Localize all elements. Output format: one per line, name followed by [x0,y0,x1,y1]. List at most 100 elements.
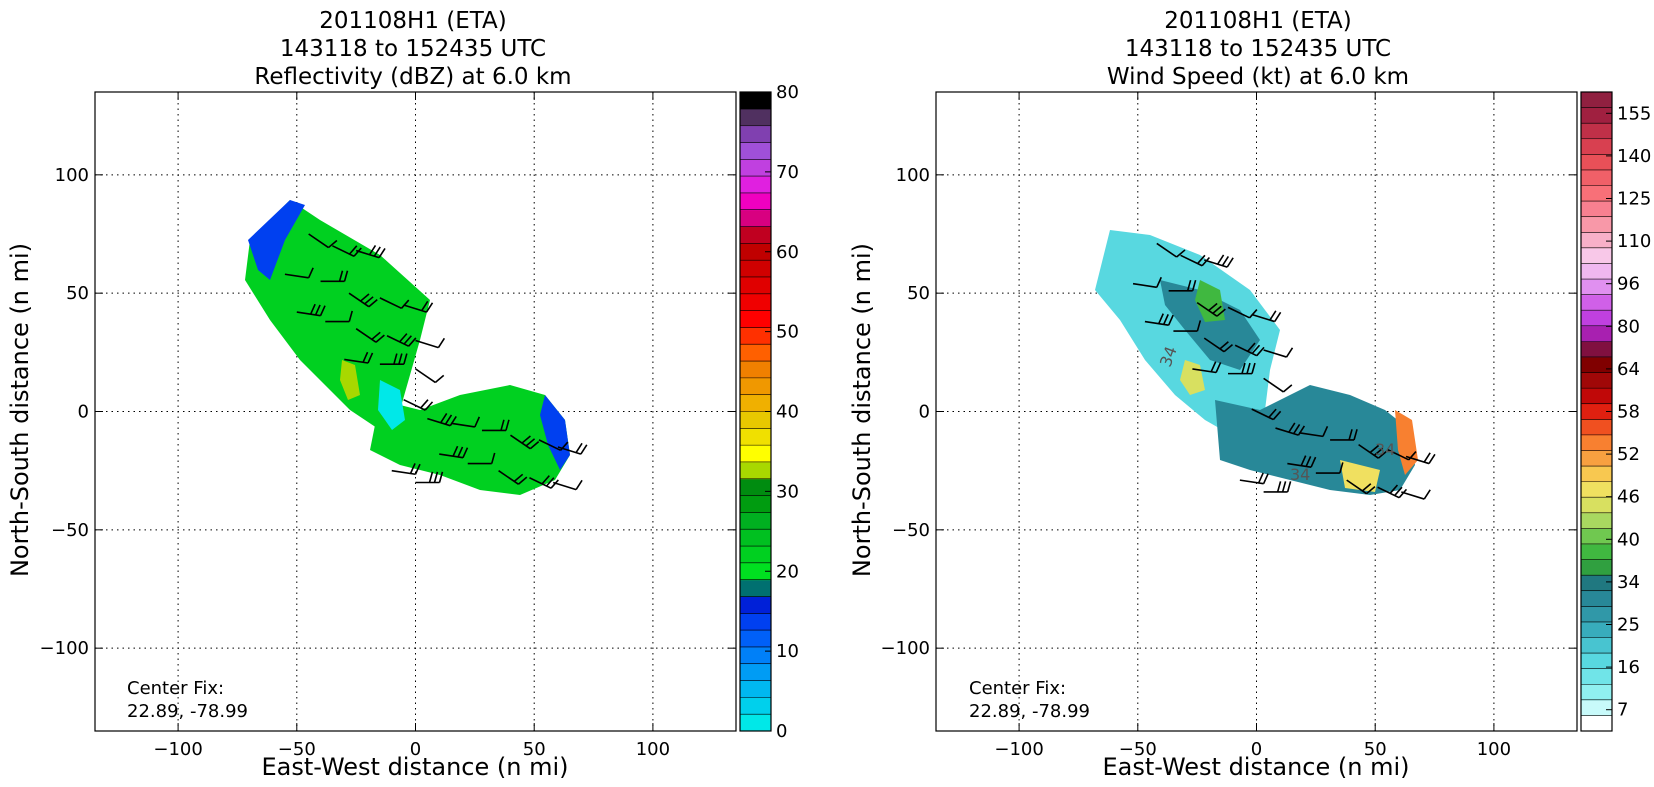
colorbar-segment [1581,138,1612,155]
colorbar-segment [740,361,771,379]
panel-title-line-2: 143118 to 152435 UTC [280,36,546,62]
wind-barb [415,368,445,384]
colorbar-tick-label: 155 [1617,103,1651,124]
y-axis-ticks: −100 −50 0 50 100 [40,165,736,659]
colorbar-segment [740,613,771,631]
wind-barb [386,333,417,347]
y-tick-label: 50 [66,283,89,304]
colorbar-tick-label: 80 [776,82,799,103]
wind-patch-green [1195,280,1225,322]
colorbar-tick-label: 50 [776,322,799,343]
wind-barbs [1132,242,1436,500]
wind-barb [1263,347,1294,358]
wind-barb [510,434,540,450]
wind-barb [1228,362,1256,375]
wind-barb [1330,429,1358,441]
wind-barb [344,351,374,364]
wind-barb [379,353,408,365]
colorbar-segment [740,92,771,110]
colorbar-segment [1581,434,1612,451]
wind-barb [1234,342,1265,357]
x-tick-label: −50 [278,739,316,760]
echo-edge-west [248,200,305,280]
colorbar-segment [1581,637,1612,654]
colorbar-tick-label: 64 [1617,359,1640,380]
colorbar-segment [1581,372,1612,389]
y-tick-label: 100 [896,165,930,186]
x-tick-label: −100 [153,739,202,760]
colorbar-segment [740,562,771,581]
colorbar-segment [740,226,771,244]
center-fix-coords: 22.89, -78.99 [969,701,1090,722]
y-tick-label: 100 [55,165,89,186]
wind-barb [552,479,583,491]
x-tick-label: 0 [410,739,421,760]
colorbar-segment [1581,699,1612,716]
colorbar-segment [740,394,771,412]
colorbar-tick-label: 40 [1617,529,1640,550]
colorbar-segment [1581,481,1612,498]
wind-barb [467,452,496,465]
wind-barb [481,419,510,432]
wind-barb [348,292,378,308]
colorbar-segment [740,276,771,295]
colorbar-segment [740,176,771,194]
colorbar-segment [740,495,771,513]
colorbar-segment [740,663,771,682]
wind-barb [379,297,410,310]
center-fix-label: Center Fix: [969,678,1066,699]
colorbar-tick-label: 34 [1617,572,1640,593]
colorbar-segment [1581,606,1612,623]
panel-title-line-1: 201108H1 (ETA) [319,8,507,34]
colorbar-segment [740,327,771,345]
y-tick-label: −50 [892,520,930,541]
contour-label: 34 [1290,465,1310,484]
wind-barb [284,267,314,279]
wind-barb [1315,462,1344,474]
colorbar-segment [740,192,771,211]
wind-speed-field [1095,230,1418,495]
colorbar-segment [1581,388,1612,405]
colorbar-segment [1581,263,1612,280]
x-tick-label: 100 [1477,739,1511,760]
wind-barb [332,245,362,257]
colorbar-segment [1581,450,1612,467]
colorbar-segment [740,243,771,261]
wind-barb [1144,313,1174,326]
colorbar-segment [1581,559,1612,576]
colorbar-segment [740,512,771,530]
colorbar-tick-label: 125 [1617,189,1651,210]
colorbar-segment [1581,232,1612,249]
colorbar-tick-label: 80 [1617,316,1640,337]
colorbar-segment [740,646,771,665]
colorbar-tick-label: 10 [776,641,799,662]
contour-label: 34 [1375,440,1395,459]
colorbar-segment [1581,154,1612,171]
colorbar-segment [740,411,771,429]
colorbar-segment [1581,497,1612,514]
wind-barb [1227,306,1258,319]
wind-barb [1132,276,1163,289]
colorbar-tick-label: 70 [776,162,799,183]
wind-barb [1358,443,1388,459]
wind-barb [529,475,559,489]
y-tick-label: −100 [40,638,89,659]
wind-barb [415,337,446,349]
colorbar-segment [740,293,771,312]
wind-speed-panel: 201108H1 (ETA) 143118 to 152435 UTC Wind… [848,8,1651,781]
y-axis-label: North-South distance (n mi) [848,243,876,577]
wind-barb [403,398,434,411]
colorbar-tick-label: 60 [776,242,799,263]
colorbar-segment [740,697,771,715]
colorbar-segment [1581,590,1612,607]
colorbar-tick-label: 7 [1617,700,1628,721]
colorbar-tick-label: 52 [1617,444,1640,465]
y-axis-label: North-South distance (n mi) [6,243,34,577]
wind-barb [1156,242,1186,258]
wind-barb [1377,484,1408,499]
colorbar-segment [1581,247,1612,264]
wind-barb [1299,426,1329,438]
colorbar-segment [1581,341,1612,358]
x-tick-label: 50 [1364,739,1387,760]
